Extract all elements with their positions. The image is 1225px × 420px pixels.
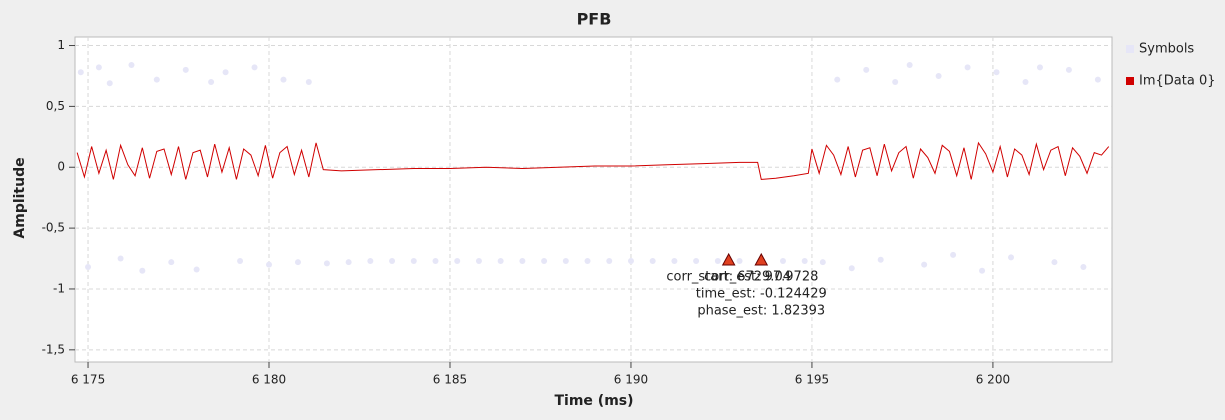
x-tick-label: 6 195: [795, 373, 829, 387]
symbol-point: [819, 259, 826, 266]
tag-label: corr_est: 97.9728: [704, 269, 818, 284]
symbol-point: [1051, 259, 1058, 266]
symbol-point: [541, 257, 548, 264]
y-tick-label: -1: [53, 281, 65, 295]
y-axis-label: Amplitude: [12, 157, 28, 238]
symbol-point: [877, 256, 884, 263]
symbol-point: [182, 66, 189, 73]
symbol-point: [294, 259, 301, 266]
symbol-point: [736, 257, 743, 264]
data-line: [76, 141, 1110, 180]
symbol-point: [863, 66, 870, 73]
y-tick-label: 0: [57, 160, 65, 174]
symbol-point: [606, 257, 613, 264]
symbol-point: [305, 79, 312, 86]
symbol-point: [892, 79, 899, 86]
symbol-point: [106, 80, 113, 87]
tag-marker: [721, 252, 736, 266]
x-tick-label: 6 200: [976, 373, 1010, 387]
symbol-point: [193, 266, 200, 273]
symbol-point: [389, 257, 396, 264]
symbol-point: [964, 64, 971, 71]
symbol-point: [454, 257, 461, 264]
symbol-point: [714, 257, 721, 264]
tag-label: phase_est: 1.82393: [697, 303, 825, 318]
symbol-point: [834, 76, 841, 83]
symbol-point: [410, 257, 417, 264]
symbol-point: [1094, 76, 1101, 83]
symbol-point: [584, 257, 591, 264]
tag-label: time_est: -0.124429: [696, 286, 827, 301]
y-tick-label: -0,5: [42, 221, 65, 235]
symbol-point: [153, 76, 160, 83]
symbol-point: [801, 257, 808, 264]
symbol-point: [848, 265, 855, 272]
symbol-point: [280, 76, 287, 83]
symbol-point: [950, 251, 957, 258]
symbol-point: [168, 259, 175, 266]
symbol-point: [139, 267, 146, 274]
symbol-point: [95, 64, 102, 71]
symbol-point: [237, 257, 244, 264]
legend-swatch: [1126, 77, 1134, 85]
symbol-point: [935, 72, 942, 79]
symbol-point: [323, 260, 330, 267]
symbol-point: [251, 64, 258, 71]
symbol-point: [993, 69, 1000, 76]
symbol-point: [128, 61, 135, 68]
symbol-point: [77, 69, 84, 76]
symbol-point: [671, 257, 678, 264]
symbol-point: [432, 257, 439, 264]
plot-area: [74, 36, 1113, 363]
symbol-point: [1065, 66, 1072, 73]
symbol-point: [627, 257, 634, 264]
x-tick-label: 6 180: [252, 373, 286, 387]
symbol-point: [562, 257, 569, 264]
symbol-point: [497, 257, 504, 264]
y-tick-label: 0,5: [46, 99, 65, 113]
chart-title: PFB: [577, 10, 612, 29]
symbol-point: [222, 69, 229, 76]
y-tick-label: 1: [57, 38, 65, 52]
x-tick-label: 6 175: [71, 373, 105, 387]
symbol-point: [85, 264, 92, 271]
legend-swatch: [1126, 45, 1134, 53]
x-axis-label: Time (ms): [554, 393, 633, 409]
symbol-point: [921, 261, 928, 268]
symbol-point: [1008, 254, 1015, 261]
symbol-point: [693, 257, 700, 264]
symbol-point: [208, 79, 215, 86]
symbol-point: [1080, 264, 1087, 271]
symbol-point: [367, 257, 374, 264]
symbol-point: [779, 257, 786, 264]
symbol-point: [519, 257, 526, 264]
tag-label: corr_start: 6729.04: [666, 269, 791, 284]
x-tick-label: 6 185: [433, 373, 467, 387]
symbol-point: [1022, 79, 1029, 86]
symbol-point: [1036, 64, 1043, 71]
symbol-point: [906, 61, 913, 68]
x-tick-label: 6 190: [614, 373, 648, 387]
legend-label: Im{Data 0}: [1139, 74, 1215, 89]
tag-marker: [754, 252, 769, 266]
symbol-point: [345, 259, 352, 266]
symbol-point: [979, 267, 986, 274]
y-tick-label: -1,5: [42, 342, 65, 356]
legend-label: Symbols: [1139, 42, 1194, 57]
symbol-point: [649, 257, 656, 264]
symbol-point: [266, 261, 273, 268]
symbol-point: [475, 257, 482, 264]
symbol-point: [117, 255, 124, 262]
